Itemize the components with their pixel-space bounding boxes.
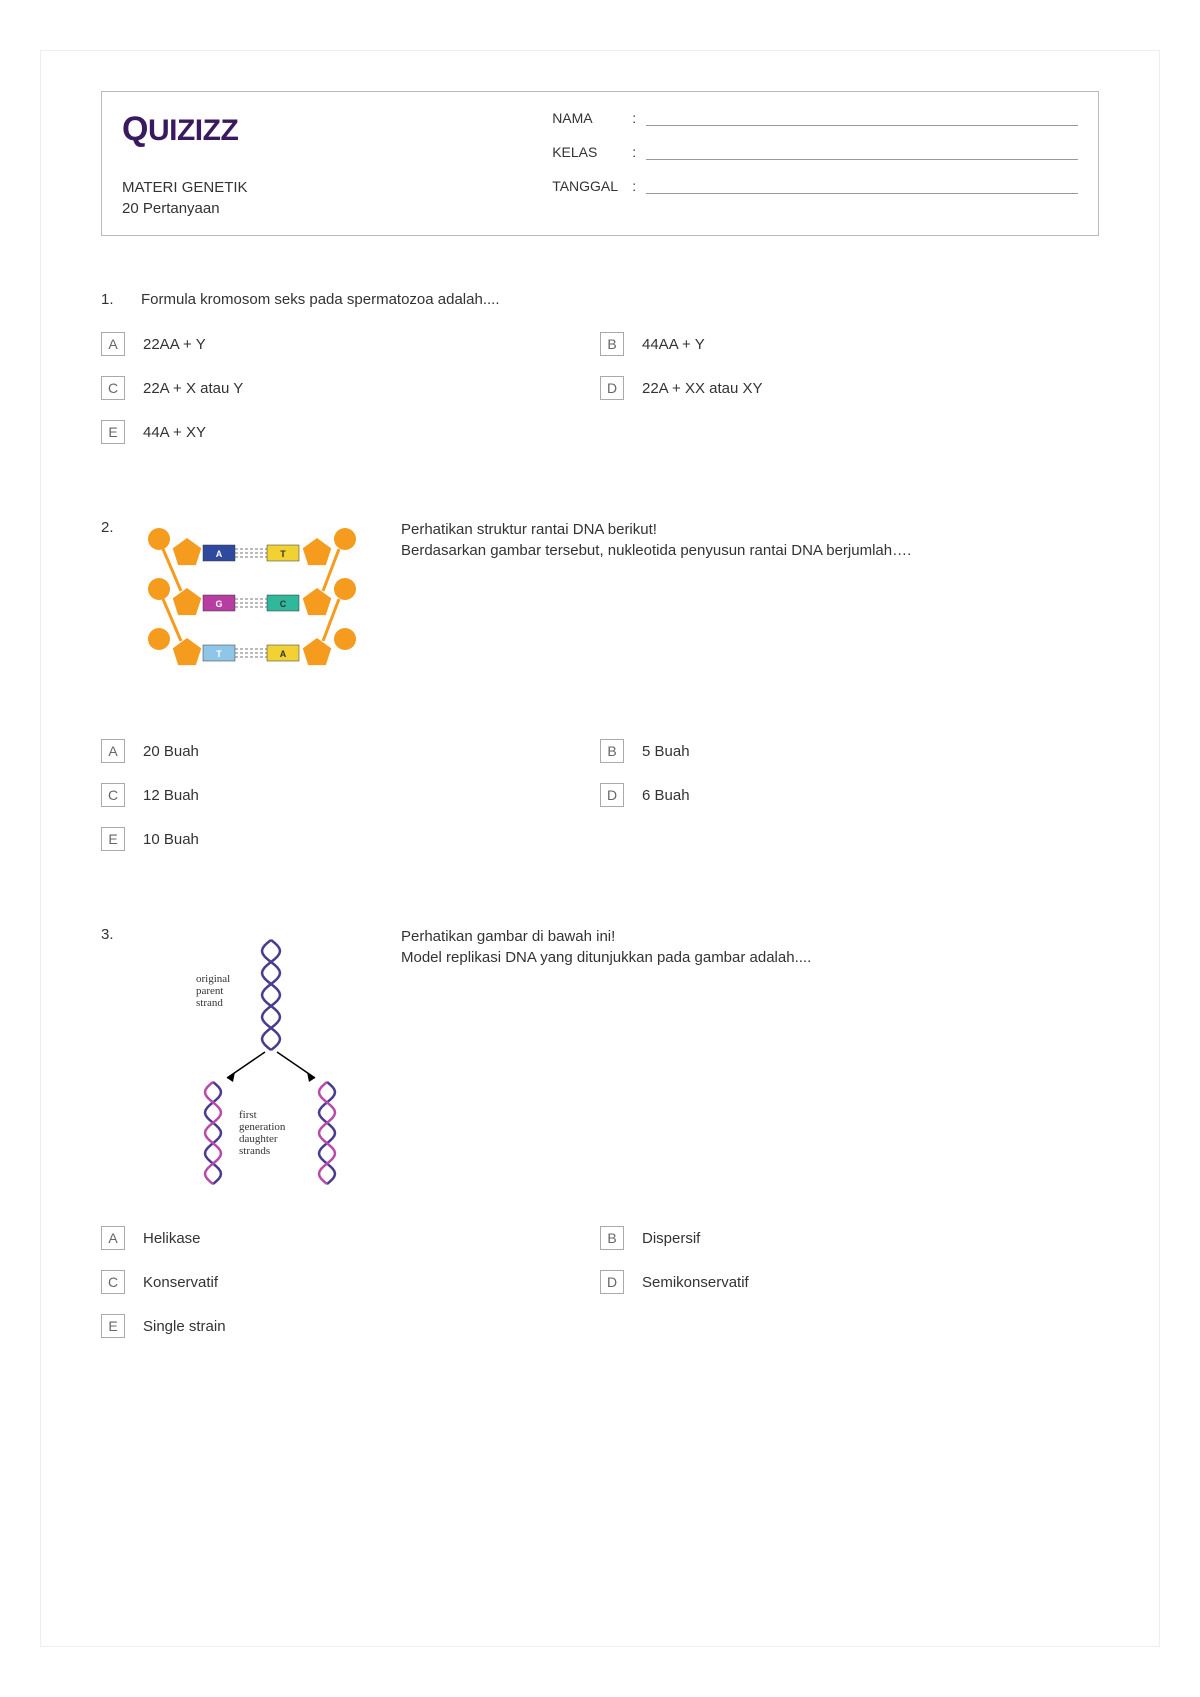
svg-text:A: A <box>216 549 223 559</box>
svg-text:G: G <box>215 599 222 609</box>
option-a[interactable]: AHelikase <box>101 1226 600 1250</box>
option-e[interactable]: E44A + XY <box>101 420 600 444</box>
svg-text:parent: parent <box>196 985 223 997</box>
question-number: 3. <box>101 926 141 943</box>
question-2: 2. A T G C T A Perhatikan struktur rantai DNA… <box>101 519 1099 871</box>
options-grid: A20 Buah B5 Buah C12 Buah D6 Buah E10 Bu… <box>101 739 1099 871</box>
question-image: originalparentstrand firstgenerationdaugh… <box>141 926 401 1196</box>
name-label: NAMA <box>552 110 632 126</box>
class-field-row: KELAS : <box>552 144 1078 160</box>
replication-diagram: originalparentstrand firstgenerationdaugh… <box>141 932 371 1192</box>
options-grid: A22AA + Y B44AA + Y C22A + X atau Y D22A… <box>101 332 1099 464</box>
svg-text:C: C <box>280 599 287 609</box>
option-e[interactable]: ESingle strain <box>101 1314 600 1338</box>
question-1: 1. Formula kromosom seks pada spermatozo… <box>101 291 1099 464</box>
option-a[interactable]: A22AA + Y <box>101 332 600 356</box>
option-c[interactable]: C12 Buah <box>101 783 600 807</box>
header-left: QQUIZIZZUIZIZZ MATERI GENETIK 20 Pertany… <box>122 110 552 217</box>
question-number: 1. <box>101 291 141 308</box>
option-d[interactable]: DSemikonservatif <box>600 1270 1099 1294</box>
date-field-row: TANGGAL : <box>552 178 1078 194</box>
svg-text:T: T <box>280 549 286 559</box>
svg-text:first: first <box>239 1109 257 1121</box>
name-field-row: NAMA : <box>552 110 1078 126</box>
header-right: NAMA : KELAS : TANGGAL : <box>552 110 1078 217</box>
date-input-line[interactable] <box>646 178 1078 194</box>
option-d[interactable]: D22A + XX atau XY <box>600 376 1099 400</box>
option-d[interactable]: D6 Buah <box>600 783 1099 807</box>
quiz-title: MATERI GENETIK <box>122 179 552 196</box>
worksheet-page: QQUIZIZZUIZIZZ MATERI GENETIK 20 Pertany… <box>40 50 1160 1647</box>
option-a[interactable]: A20 Buah <box>101 739 600 763</box>
svg-text:generation: generation <box>239 1121 286 1133</box>
options-grid: AHelikase BDispersif CKonservatif DSemik… <box>101 1226 1099 1358</box>
name-input-line[interactable] <box>646 110 1078 126</box>
question-text: Perhatikan struktur rantai DNA berikut! … <box>401 519 1099 561</box>
question-text: Formula kromosom seks pada spermatozoa a… <box>141 291 1099 308</box>
quizizz-logo: QQUIZIZZUIZIZZ <box>122 110 552 149</box>
date-label: TANGGAL <box>552 178 632 194</box>
question-count: 20 Pertanyaan <box>122 200 552 217</box>
class-label: KELAS <box>552 144 632 160</box>
option-b[interactable]: B5 Buah <box>600 739 1099 763</box>
option-c[interactable]: C22A + X atau Y <box>101 376 600 400</box>
option-b[interactable]: B44AA + Y <box>600 332 1099 356</box>
svg-text:strand: strand <box>196 997 223 1009</box>
option-b[interactable]: BDispersif <box>600 1226 1099 1250</box>
svg-text:A: A <box>280 649 287 659</box>
question-image: A T G C T A <box>141 519 401 699</box>
question-text: Perhatikan gambar di bawah ini! Model re… <box>401 926 1099 968</box>
option-e[interactable]: E10 Buah <box>101 827 600 851</box>
option-c[interactable]: CKonservatif <box>101 1270 600 1294</box>
svg-text:strands: strands <box>239 1145 270 1157</box>
question-number: 2. <box>101 519 141 536</box>
svg-text:daughter: daughter <box>239 1133 278 1145</box>
header-box: QQUIZIZZUIZIZZ MATERI GENETIK 20 Pertany… <box>101 91 1099 236</box>
question-3: 3. originalparentstrand firstgenerationda… <box>101 926 1099 1358</box>
svg-text:original: original <box>196 973 230 985</box>
class-input-line[interactable] <box>646 144 1078 160</box>
dna-chain-diagram: A T G C T A <box>141 525 371 695</box>
svg-text:T: T <box>216 649 222 659</box>
